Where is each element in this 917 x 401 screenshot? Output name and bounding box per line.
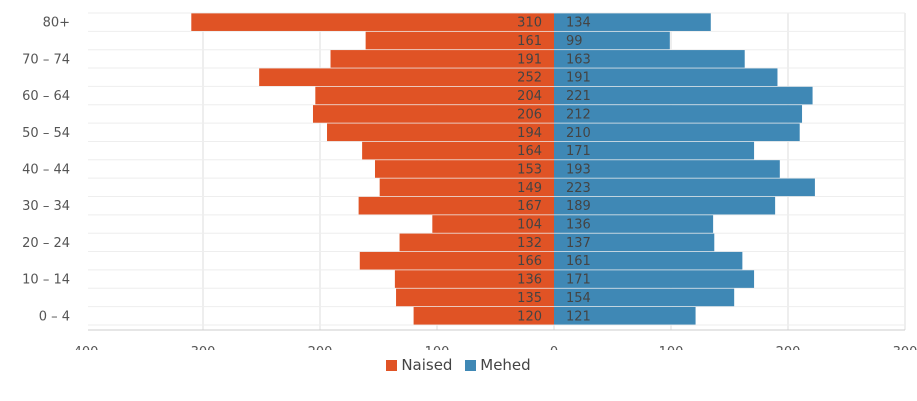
bar-mehed[interactable] [554,178,815,197]
x-tick-label: 200 [776,345,801,350]
category-labels: 0 – 4 10 – 14 20 – 24 30 – 34 40 – 44 50 – 54… [22,16,70,325]
population-pyramid-chart: 120 121 135 154 136 171 166 161 132 137 104 136 167 1… [22,12,917,350]
bar-mehed[interactable] [554,306,696,325]
category-label: 50 – 54 [22,126,70,141]
x-tick-label: 0 [550,345,558,350]
category-label: 60 – 64 [22,89,70,104]
data-label-naised: 167 [517,199,542,214]
data-label-mehed: 223 [566,181,591,196]
data-label-mehed: 137 [566,236,591,251]
data-label-mehed: 163 [566,52,591,67]
bar-mehed[interactable] [554,50,745,68]
legend-swatch-naised [386,359,398,371]
bar-naised[interactable] [315,86,554,105]
data-label-naised: 104 [517,218,542,233]
data-label-naised: 120 [517,309,542,324]
legend-item-naised[interactable]: Naised [386,356,452,374]
data-label-naised: 204 [517,89,542,104]
data-label-naised: 161 [517,34,542,49]
bar-mehed[interactable] [554,141,755,160]
bar-naised[interactable] [259,68,554,87]
data-label-naised: 164 [517,144,542,159]
grid-lines [88,12,906,331]
data-label-naised: 252 [517,71,542,86]
bar-naised[interactable] [432,215,554,233]
category-label: 70 – 74 [22,52,70,67]
data-label-mehed: 191 [566,71,591,86]
legend-label-naised: Naised [401,356,453,374]
x-tick-label: 100 [659,345,684,350]
bar-mehed[interactable] [554,105,803,123]
category-label: 30 – 34 [22,199,70,214]
data-label-mehed: 136 [566,218,591,233]
data-label-mehed: 171 [566,144,591,159]
x-tick-label: 100 [425,345,450,350]
data-label-mehed: 189 [566,199,591,214]
bar-naised[interactable] [362,141,554,160]
bar-mehed[interactable] [554,196,776,215]
data-label-mehed: 193 [566,162,591,177]
category-label: 20 – 24 [22,236,70,251]
x-tick-label: 300 [191,345,216,350]
bar-mehed[interactable] [554,13,711,31]
bar-naised[interactable] [365,31,554,50]
bar-mehed[interactable] [554,270,755,288]
data-label-mehed: 221 [566,89,591,104]
data-label-naised: 191 [517,52,542,67]
data-labels: 120 121 135 154 136 171 166 161 132 137 104 136 167 1… [517,16,591,325]
data-label-naised: 194 [517,126,542,141]
legend-swatch-mehed [465,359,477,371]
category-label: 40 – 44 [22,162,70,177]
legend-label-mehed: Mehed [480,356,531,374]
bar-naised[interactable] [330,50,554,68]
bar-naised[interactable] [379,178,554,197]
bar-naised[interactable] [358,196,554,215]
bar-naised[interactable] [312,105,554,123]
data-label-mehed: 134 [566,16,591,31]
bars [191,13,815,325]
bar-mehed[interactable] [554,215,714,233]
category-label: 80+ [43,16,70,31]
category-label: 0 – 4 [39,309,70,324]
bar-naised[interactable] [396,288,554,307]
bar-naised[interactable] [191,13,555,31]
data-label-naised: 153 [517,162,542,177]
bar-mehed[interactable] [554,288,735,307]
category-label: 10 – 14 [22,273,70,288]
x-axis-ticks: 400 300 200 100 0 100 200 300 [74,345,917,350]
x-tick-label: 300 [893,345,917,350]
data-label-naised: 166 [517,254,542,269]
x-tick-label: 200 [308,345,333,350]
bar-naised[interactable] [374,160,554,178]
data-label-naised: 149 [517,181,542,196]
x-tick-label: 400 [74,345,99,350]
bar-mehed[interactable] [554,31,670,50]
data-label-mehed: 212 [566,107,591,122]
data-label-mehed: 210 [566,126,591,141]
bar-mehed[interactable] [554,86,813,105]
bar-mehed[interactable] [554,160,780,178]
data-label-mehed: 171 [566,273,591,288]
data-label-naised: 206 [517,107,542,122]
bar-naised[interactable] [394,270,554,288]
bar-naised[interactable] [413,306,554,325]
legend: Naised Mehed [0,356,917,375]
data-label-mehed: 99 [566,34,583,49]
data-label-naised: 310 [517,16,542,31]
data-label-naised: 132 [517,236,542,251]
data-label-mehed: 161 [566,254,591,269]
bar-naised[interactable] [399,233,554,252]
bar-naised[interactable] [359,251,554,270]
legend-item-mehed[interactable]: Mehed [465,356,531,374]
bar-mehed[interactable] [554,233,715,252]
bar-mehed[interactable] [554,68,778,87]
data-label-mehed: 154 [566,291,591,306]
data-label-naised: 135 [517,291,542,306]
bar-mehed[interactable] [554,123,800,142]
bar-mehed[interactable] [554,251,743,270]
bar-naised[interactable] [327,123,554,142]
data-label-naised: 136 [517,273,542,288]
data-label-mehed: 121 [566,309,591,324]
